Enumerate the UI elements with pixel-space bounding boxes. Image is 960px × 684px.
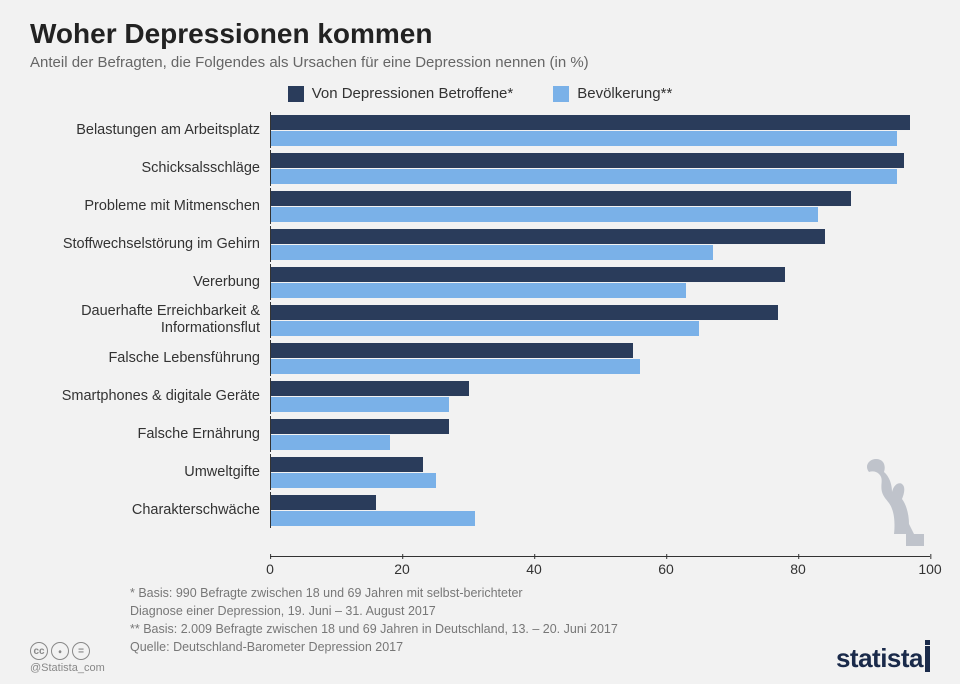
twitter-handle: @Statista_com (30, 662, 105, 674)
category-label: Stoffwechselstörung im Gehirn (30, 236, 270, 253)
footnote-2: ** Basis: 2.009 Befragte zwischen 18 und… (130, 620, 930, 638)
axis-tick: 60 (658, 557, 674, 577)
legend-item-population: Bevölkerung** (553, 85, 672, 102)
chart-row: Falsche Lebensführung (30, 340, 930, 376)
x-axis: 020406080100 (30, 556, 930, 578)
category-label: Falsche Lebensführung (30, 350, 270, 367)
chart-row: Umweltgifte (30, 454, 930, 490)
chart-row: Smartphones & digitale Geräte (30, 378, 930, 414)
bar-population (271, 207, 818, 222)
chart-row: Dauerhafte Erreichbarkeit & Informations… (30, 302, 930, 338)
bar-affected (271, 229, 825, 244)
bar-group (270, 340, 930, 376)
category-label: Schicksalsschläge (30, 160, 270, 177)
footnote-1a: * Basis: 990 Befragte zwischen 18 und 69… (130, 584, 930, 602)
chart-row: Vererbung (30, 264, 930, 300)
bar-group (270, 378, 930, 414)
bar-affected (271, 153, 904, 168)
bar-group (270, 188, 930, 224)
bar-population (271, 169, 897, 184)
legend-swatch-population (553, 86, 569, 102)
chart-row: Belastungen am Arbeitsplatz (30, 112, 930, 148)
bar-population (271, 131, 897, 146)
nd-icon: = (72, 642, 90, 660)
bar-population (271, 473, 436, 488)
category-label: Probleme mit Mitmenschen (30, 198, 270, 215)
axis-tick: 80 (790, 557, 806, 577)
chart-row: Falsche Ernährung (30, 416, 930, 452)
bar-group (270, 226, 930, 262)
axis-tick: 100 (918, 557, 941, 577)
axis-tick: 0 (266, 557, 274, 577)
bar-population (271, 397, 449, 412)
bar-affected (271, 457, 423, 472)
bar-affected (271, 267, 785, 282)
cc-block: cc 🞄 = @Statista_com (30, 642, 105, 674)
category-label: Charakterschwäche (30, 502, 270, 519)
bar-group (270, 150, 930, 186)
bar-group (270, 112, 930, 148)
bar-population (271, 359, 640, 374)
bar-affected (271, 419, 449, 434)
category-label: Smartphones & digitale Geräte (30, 388, 270, 405)
category-label: Dauerhafte Erreichbarkeit & Informations… (30, 303, 270, 336)
axis-tick: 20 (394, 557, 410, 577)
bar-population (271, 435, 390, 450)
statista-logo: statista (836, 643, 930, 674)
cc-icon: cc (30, 642, 48, 660)
bar-population (271, 321, 699, 336)
footnote-1b: Diagnose einer Depression, 19. Juni – 31… (130, 602, 930, 620)
chart-row: Probleme mit Mitmenschen (30, 188, 930, 224)
chart-row: Stoffwechselstörung im Gehirn (30, 226, 930, 262)
bar-population (271, 245, 713, 260)
bar-chart: Belastungen am Arbeitsplatz Schicksalssch… (30, 112, 930, 552)
category-label: Belastungen am Arbeitsplatz (30, 122, 270, 139)
category-label: Umweltgifte (30, 464, 270, 481)
bar-group (270, 264, 930, 300)
bar-population (271, 283, 686, 298)
legend-swatch-affected (288, 86, 304, 102)
category-label: Vererbung (30, 274, 270, 291)
legend-item-affected: Von Depressionen Betroffene* (288, 85, 514, 102)
chart-row: Charakterschwäche (30, 492, 930, 528)
silhouette-icon (834, 454, 934, 554)
bar-affected (271, 115, 910, 130)
bar-affected (271, 305, 778, 320)
category-label: Falsche Ernährung (30, 426, 270, 443)
axis-tick: 40 (526, 557, 542, 577)
page-subtitle: Anteil der Befragten, die Folgendes als … (30, 54, 930, 71)
bar-population (271, 511, 475, 526)
bar-group (270, 416, 930, 452)
page-title: Woher Depressionen kommen (30, 18, 930, 50)
legend-label-population: Bevölkerung** (577, 85, 672, 102)
by-icon: 🞄 (51, 642, 69, 660)
bar-group (270, 492, 930, 528)
bar-affected (271, 381, 469, 396)
chart-row: Schicksalsschläge (30, 150, 930, 186)
bar-affected (271, 343, 633, 358)
bar-group (270, 454, 930, 490)
legend: Von Depressionen Betroffene* Bevölkerung… (30, 85, 930, 102)
bar-group (270, 302, 930, 338)
bar-affected (271, 191, 851, 206)
bar-affected (271, 495, 376, 510)
legend-label-affected: Von Depressionen Betroffene* (312, 85, 514, 102)
